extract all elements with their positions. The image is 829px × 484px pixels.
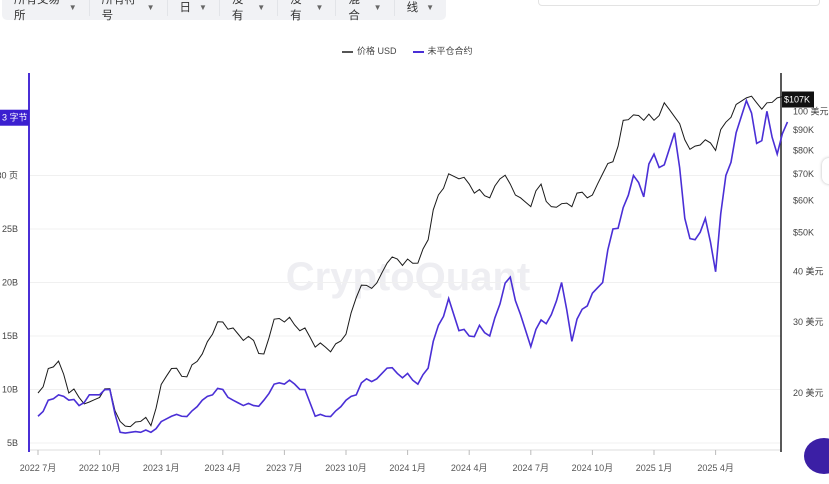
right-tick-label: 20 美元 <box>793 387 824 398</box>
legend-item-price[interactable]: 价格 USD <box>342 44 397 57</box>
x-tick-label: 2025 1月 <box>636 463 673 473</box>
left-tick-label: 20B <box>2 278 18 288</box>
dropdown-label: 所有符号 <box>101 0 137 22</box>
x-tick-label: 2025 4月 <box>697 463 734 473</box>
toolbar-dropdown-2[interactable]: 日 ▼ <box>168 0 220 16</box>
chart-toolbar: 所有交易所 ▼ 所有符号 ▼ 日 ▼ 没有 ▼ 没有 ▼ 混合 ▼ 线 ▼ <box>2 0 446 22</box>
caret-down-icon: ▼ <box>373 2 382 12</box>
chat-button[interactable] <box>804 438 829 474</box>
oi-current-label: 3 字节 <box>2 112 28 123</box>
caret-down-icon: ▼ <box>426 2 434 12</box>
x-tick-label: 2024 4月 <box>451 463 488 473</box>
oi-current-badge <box>0 109 29 126</box>
dropdown-label: 没有 <box>231 0 244 22</box>
x-tick-label: 2022 10月 <box>79 463 121 473</box>
left-tick-label: 25B <box>2 224 18 234</box>
x-tick-label: 2022 7月 <box>20 463 57 473</box>
price-current-badge <box>782 91 814 108</box>
right-tick-label: $90K <box>793 125 814 135</box>
right-tick-label: $70K <box>793 169 814 179</box>
right-tick-label: 100 美元 <box>793 105 829 116</box>
toolbar-dropdown-5[interactable]: 混合 ▼ <box>336 0 395 22</box>
dropdown-label: 所有交易所 <box>14 0 60 22</box>
toolbar-dropdown-4[interactable]: 没有 ▼ <box>278 0 337 22</box>
caret-down-icon: ▼ <box>257 2 266 12</box>
right-tick-label: 40 美元 <box>793 266 824 277</box>
right-tick-label: 30 美元 <box>793 316 824 327</box>
left-tick-label: 30 页 <box>0 171 18 181</box>
left-tick-label: 5B <box>7 438 18 448</box>
left-tick-label: 10B <box>2 385 18 395</box>
side-panel-handle[interactable] <box>822 158 829 184</box>
toolbar-dropdown-0[interactable]: 所有交易所 ▼ <box>2 0 90 22</box>
x-tick-label: 2023 4月 <box>205 463 242 473</box>
toolbar-dropdown-3[interactable]: 没有 ▼ <box>220 0 279 22</box>
left-tick-label: 15B <box>2 331 18 341</box>
search-box[interactable] <box>538 0 820 6</box>
caret-down-icon: ▼ <box>315 2 324 12</box>
caret-down-icon: ▼ <box>146 2 155 12</box>
watermark: CryptoQuant <box>286 255 530 299</box>
dropdown-label: 混合 <box>348 0 360 22</box>
right-tick-label: $60K <box>793 196 814 206</box>
dropdown-label: 线 <box>406 2 419 14</box>
legend-item-oi[interactable]: 未平仓合约 <box>412 44 473 57</box>
legend-swatch-oi <box>412 50 424 53</box>
dropdown-label: 日 <box>179 2 192 14</box>
caret-down-icon: ▼ <box>68 2 77 12</box>
right-tick-label: $50K <box>793 228 814 238</box>
caret-down-icon: ▼ <box>199 2 207 12</box>
chart-legend: 价格 USD 未平仓合约 <box>342 44 473 57</box>
x-tick-label: 2024 1月 <box>389 463 426 473</box>
x-tick-label: 2024 10月 <box>572 463 614 473</box>
open-interest-line <box>37 98 789 434</box>
x-tick-label: 2024 7月 <box>513 463 550 473</box>
toolbar-dropdown-1[interactable]: 所有符号 ▼ <box>90 0 168 22</box>
price-current-label: $107K <box>784 95 810 105</box>
price-line <box>37 95 788 428</box>
x-tick-label: 2023 7月 <box>266 463 303 473</box>
x-tick-label: 2023 1月 <box>143 463 180 473</box>
x-tick-label: 2023 10月 <box>325 463 367 473</box>
toolbar-dropdown-6[interactable]: 线 ▼ <box>395 0 446 16</box>
legend-label-price: 价格 USD <box>357 46 397 56</box>
legend-swatch-price <box>342 50 353 53</box>
legend-label-oi: 未平仓合约 <box>427 46 473 56</box>
right-tick-label: $80K <box>793 145 814 155</box>
dropdown-label: 没有 <box>290 0 302 22</box>
